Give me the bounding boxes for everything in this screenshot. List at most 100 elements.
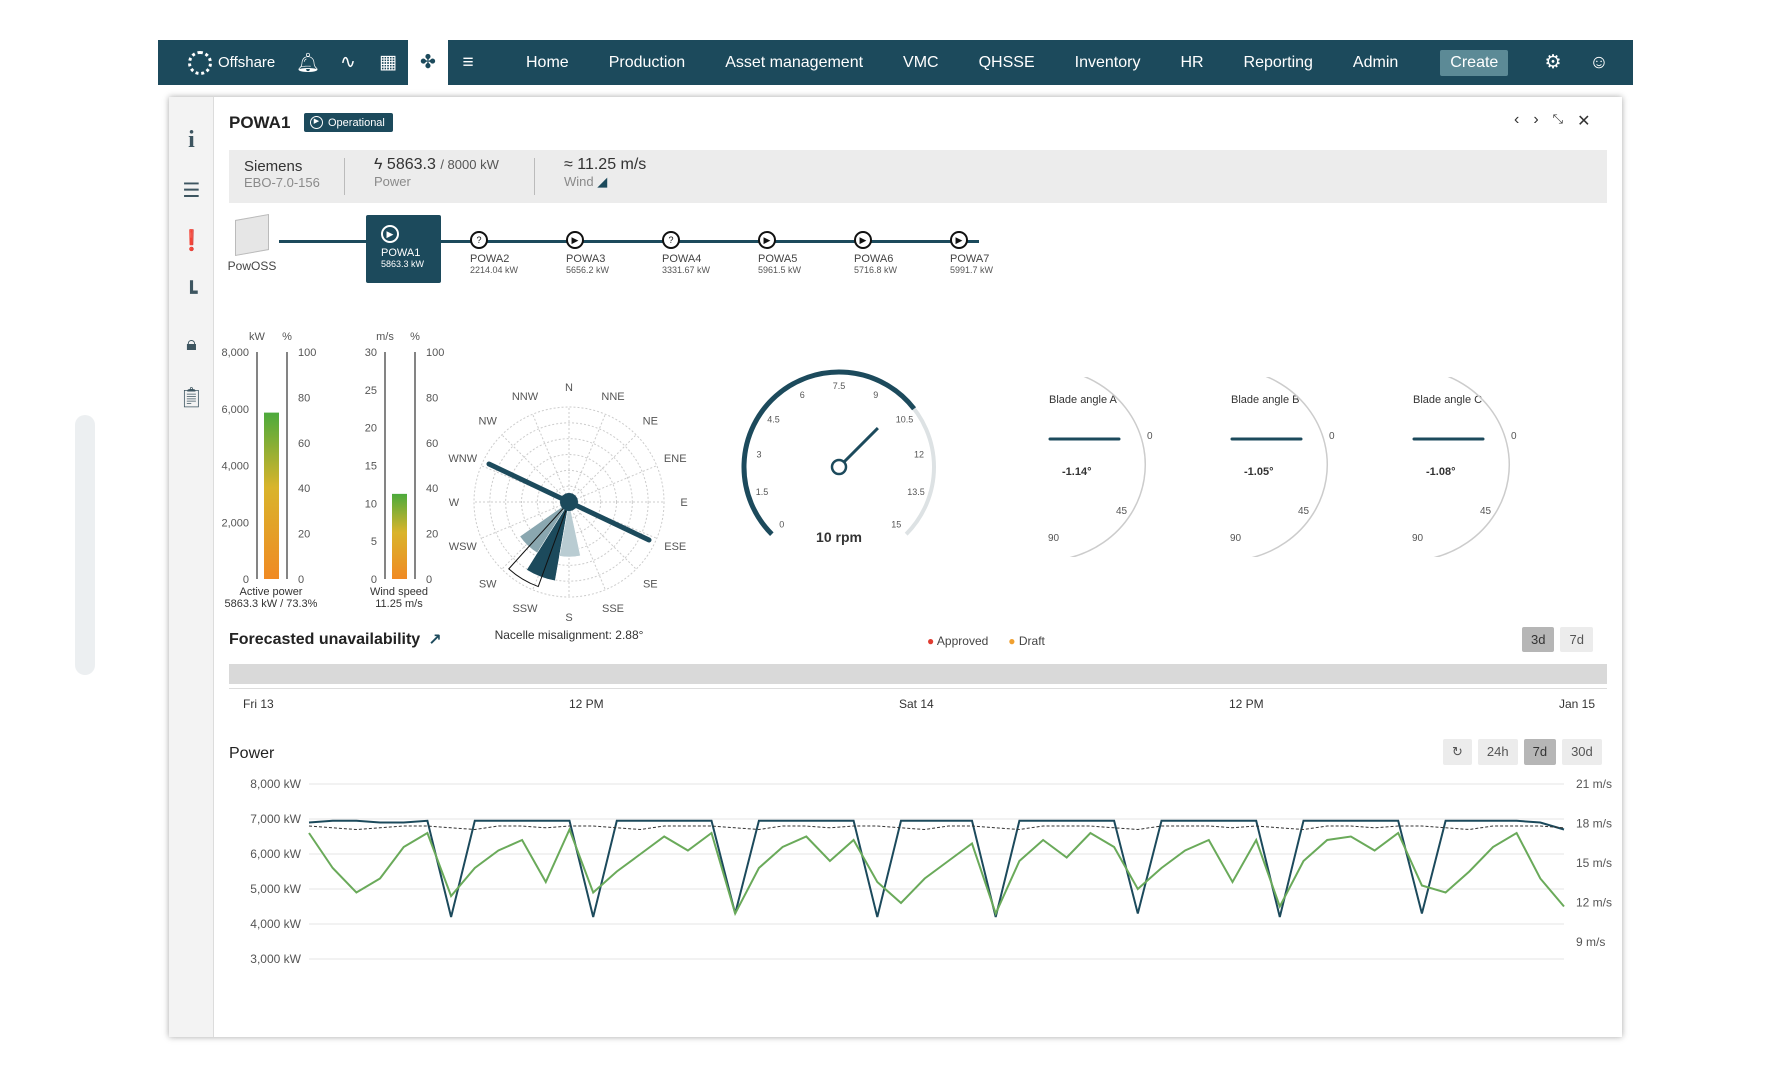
wind-rose: N NNE NE ENE E ESE SE SSE S SSW SW WSW W WNW NW NNW Nace… bbox=[448, 382, 687, 642]
chart-icon[interactable]: ┗ bbox=[185, 282, 198, 304]
y-tick-label: 7,000 kW bbox=[250, 812, 301, 826]
blade-tick: 0 bbox=[1511, 431, 1517, 442]
turbine-powa4[interactable]: ? POWA4 3331.67 kW bbox=[662, 231, 732, 275]
nav-link-admin[interactable]: Admin bbox=[1352, 53, 1399, 71]
wind-sector-outline bbox=[508, 501, 570, 588]
rpm-tick: 0 bbox=[779, 519, 784, 529]
string-cable bbox=[279, 240, 979, 243]
wind-label: Wind bbox=[564, 174, 594, 189]
play-icon: ▶ bbox=[566, 231, 584, 249]
approved-dot-icon: ● bbox=[927, 634, 935, 648]
series-line-0 bbox=[308, 819, 1565, 918]
wind-direction-icon: ◢ bbox=[597, 174, 608, 189]
timeline-label: Jan 15 bbox=[1559, 697, 1596, 711]
bar-gauges: kW %8,0006,0004,0002,0000100806040200Acti… bbox=[221, 331, 444, 610]
collapse-icon[interactable]: ⤡ bbox=[1552, 111, 1564, 126]
power-range-24h[interactable]: 24h bbox=[1477, 739, 1518, 765]
nav-link-reporting[interactable]: Reporting bbox=[1243, 53, 1313, 71]
rpm-needle bbox=[837, 427, 879, 469]
turbine-powoss[interactable]: PowOSS bbox=[224, 214, 280, 273]
forecast-legend: ● Approved ● Draft bbox=[927, 634, 1045, 648]
unit-label: % bbox=[410, 331, 420, 343]
direction-label: SSW bbox=[512, 603, 538, 615]
tick-label: 0 bbox=[243, 574, 249, 586]
refresh-icon[interactable]: ↻ bbox=[1443, 739, 1472, 765]
status-badge: ▶ Operational bbox=[304, 113, 393, 132]
nav-link-inventory[interactable]: Inventory bbox=[1074, 53, 1141, 71]
rpm-tick: 1.5 bbox=[756, 487, 769, 497]
power-label: Power bbox=[374, 174, 411, 189]
nacelle-misalignment: Nacelle misalignment: 2.88° bbox=[495, 628, 644, 642]
user-icon[interactable]: ☺ bbox=[1589, 51, 1609, 73]
play-icon: ▶ bbox=[381, 225, 399, 243]
legend-draft: Draft bbox=[1018, 634, 1045, 648]
tick-label: 8,000 bbox=[221, 347, 249, 359]
y2-tick-label: 15 m/s bbox=[1576, 856, 1612, 870]
list-icon[interactable]: ☰ bbox=[182, 180, 201, 202]
tick-label: 40 bbox=[426, 483, 438, 495]
turbine-name: POWA2 bbox=[470, 253, 510, 265]
power-range-30d[interactable]: 30d bbox=[1562, 739, 1602, 765]
rose-ring bbox=[505, 438, 633, 566]
nav-link-hr[interactable]: HR bbox=[1180, 53, 1204, 71]
blade-tick: 90 bbox=[1048, 533, 1060, 544]
timeline-label: 12 PM bbox=[1229, 697, 1264, 711]
turbine-powa1[interactable]: ▶ POWA1 5863.3 kW bbox=[366, 215, 441, 283]
turbine-power: 5716.8 kW bbox=[854, 265, 898, 275]
direction-label: SE bbox=[643, 578, 658, 590]
blade-value: -1.08° bbox=[1426, 466, 1455, 478]
tick-label: 80 bbox=[426, 392, 438, 404]
blade-angle-gauges: Blade angle A -1.14° 0 45 90 Blade angle B -1.… bbox=[1048, 377, 1517, 557]
nav-link-production[interactable]: Production bbox=[608, 53, 686, 71]
forecast-range-3d[interactable]: 3d bbox=[1522, 627, 1555, 652]
tick-label: 20 bbox=[298, 529, 310, 541]
external-link-icon[interactable]: ↗ bbox=[428, 632, 442, 649]
turbine-powa7[interactable]: ▶ POWA7 5991.7 kW bbox=[950, 231, 1020, 275]
power-range-7d[interactable]: 7d bbox=[1523, 739, 1557, 765]
rose-ring bbox=[521, 454, 617, 550]
turbine-name: POWA5 bbox=[758, 253, 798, 265]
pulse-icon[interactable]: ∿ bbox=[340, 52, 356, 73]
blade-tick: 0 bbox=[1329, 431, 1335, 442]
y2-tick-label: 9 m/s bbox=[1576, 935, 1605, 949]
close-icon[interactable]: ✕ bbox=[1577, 113, 1591, 130]
turbine-powa3[interactable]: ▶ POWA3 5656.2 kW bbox=[566, 231, 636, 275]
brand-name: Offshare bbox=[218, 54, 276, 71]
tick-label: 80 bbox=[298, 392, 310, 404]
network-icon[interactable]: ✤ bbox=[408, 40, 448, 85]
forecast-timeline-bar bbox=[229, 664, 1607, 684]
blade-tick: 90 bbox=[1230, 533, 1242, 544]
turbine-powa5[interactable]: ▶ POWA5 5961.5 kW bbox=[758, 231, 828, 275]
timeline-label: Fri 13 bbox=[243, 697, 274, 711]
bell-icon[interactable]: 🔔︎ bbox=[295, 52, 321, 74]
forecast-range-7d[interactable]: 7d bbox=[1560, 627, 1593, 652]
turbine-powa2[interactable]: ? POWA2 2214.04 kW bbox=[470, 231, 540, 275]
panel-sidebar: i ☰ ❗ ┗ 🔒︎ 📋︎ bbox=[169, 97, 214, 1037]
info-icon[interactable]: i bbox=[188, 127, 195, 153]
lock-icon[interactable]: 🔒︎ bbox=[186, 333, 197, 355]
nav-link-home[interactable]: Home bbox=[526, 53, 569, 71]
series-line-1 bbox=[308, 826, 1565, 917]
blade-tick: 45 bbox=[1116, 506, 1128, 517]
legend-approved: Approved bbox=[936, 634, 989, 648]
layers-icon[interactable]: ≡ bbox=[462, 51, 474, 73]
nav-link-vmc[interactable]: VMC bbox=[903, 53, 939, 71]
rpm-tick: 13.5 bbox=[907, 487, 925, 497]
clipboard-icon[interactable]: 📋︎ bbox=[178, 387, 205, 409]
map-icon[interactable]: ▦ bbox=[379, 52, 397, 73]
direction-label: ENE bbox=[664, 453, 687, 465]
turbine-power: 5656.2 kW bbox=[566, 265, 610, 275]
blade-arc bbox=[1433, 377, 1510, 557]
scrollbar[interactable] bbox=[75, 415, 95, 675]
gear-icon[interactable]: ⚙ bbox=[1544, 52, 1562, 73]
nav-link-qhsse[interactable]: QHSSE bbox=[978, 53, 1035, 71]
next-icon[interactable]: › bbox=[1533, 111, 1539, 128]
nav-link-asset-management[interactable]: Asset management bbox=[725, 53, 864, 71]
create-button[interactable]: Create bbox=[1440, 49, 1509, 76]
alert-icon[interactable]: ❗ bbox=[179, 230, 204, 252]
previous-icon[interactable]: ‹ bbox=[1514, 111, 1520, 128]
direction-label: WSW bbox=[449, 541, 478, 553]
brand[interactable]: Offshare bbox=[158, 50, 288, 75]
rpm-fill bbox=[741, 369, 917, 536]
turbine-powa6[interactable]: ▶ POWA6 5716.8 kW bbox=[854, 231, 924, 275]
